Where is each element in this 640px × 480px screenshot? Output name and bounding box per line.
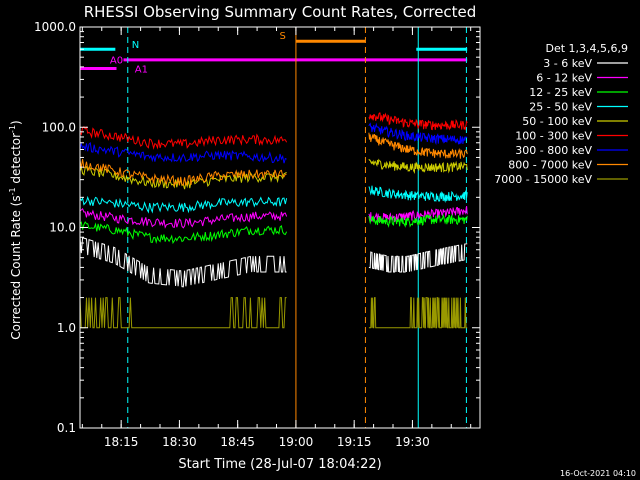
- y-tick-label: 1000.0: [34, 20, 76, 34]
- flag-A1-label: A1: [135, 65, 148, 76]
- legend-label: 6 - 12 keV: [536, 72, 592, 85]
- generated-timestamp: 16-Oct-2021 04:10: [560, 469, 636, 478]
- legend-label: 800 - 7000 keV: [508, 159, 592, 172]
- series-line: [368, 185, 468, 203]
- series-line: [368, 243, 468, 273]
- x-axis-label: Start Time (28-Jul-07 18:04:22): [178, 457, 381, 472]
- series-line: [368, 122, 468, 146]
- legend-label: 12 - 25 keV: [529, 86, 592, 99]
- y-tick-label: 1.0: [57, 321, 76, 335]
- series-line: [368, 132, 468, 159]
- x-tick-label: 18:30: [162, 435, 197, 449]
- y-tick-label: 100.0: [42, 120, 76, 134]
- series-line: [368, 297, 468, 329]
- svg-text:Corrected Count Rate (s-1 dete: Corrected Count Rate (s-1 detector-1): [8, 120, 23, 339]
- flag-N-label: N: [132, 40, 139, 51]
- y-tick-label: 0.1: [57, 421, 76, 435]
- x-tick-label: 19:00: [279, 435, 314, 449]
- series-line: [368, 206, 468, 223]
- y-axis-label-main: Corrected Count Rate (s: [9, 195, 23, 339]
- series-line: [79, 236, 287, 288]
- series-line: [368, 158, 468, 174]
- y-axis-label-end: ): [9, 120, 23, 125]
- x-tick-label: 18:15: [104, 435, 139, 449]
- series-line: [79, 159, 287, 188]
- x-tick-label: 19:15: [337, 435, 372, 449]
- x-tick-label: 18:45: [220, 435, 255, 449]
- axis-layer: 0.1 1.0 10.0 100.0 1000.0 18:15 18:30 18:45 19:0…: [34, 20, 481, 449]
- legend-title: Det 1,3,4,5,6,9: [545, 42, 628, 55]
- series-line: [79, 195, 288, 214]
- series-line: [368, 213, 468, 228]
- y-axis-label: Corrected Count Rate (s-1 detector-1): [8, 120, 23, 339]
- y-axis-label-mid: detector: [9, 133, 23, 188]
- chart-title: RHESSI Observing Summary Count Rates, Co…: [84, 3, 477, 21]
- flag-S-label: S: [280, 31, 286, 42]
- legend-label: 3 - 6 keV: [543, 57, 592, 70]
- series-line: [79, 221, 288, 245]
- y-tick-label: 10.0: [49, 221, 76, 235]
- series-line: [79, 297, 287, 329]
- y-axis-label-sup2: -1: [8, 125, 17, 133]
- x-tick-label: 19:30: [395, 435, 430, 449]
- legend-label: 50 - 100 keV: [522, 115, 592, 128]
- legend-label: 300 - 800 keV: [515, 144, 592, 157]
- legend-label: 25 - 50 keV: [529, 101, 592, 114]
- legend-label: 100 - 300 keV: [515, 130, 592, 143]
- y-axis-label-sup1: -1: [8, 187, 17, 195]
- series-line: [79, 207, 288, 229]
- series-line: [79, 126, 288, 150]
- series-line: [79, 141, 287, 164]
- legend-label: 7000 - 15000 keV: [494, 173, 592, 186]
- series-line: [368, 112, 468, 131]
- flag-A0-label: A0: [110, 56, 123, 67]
